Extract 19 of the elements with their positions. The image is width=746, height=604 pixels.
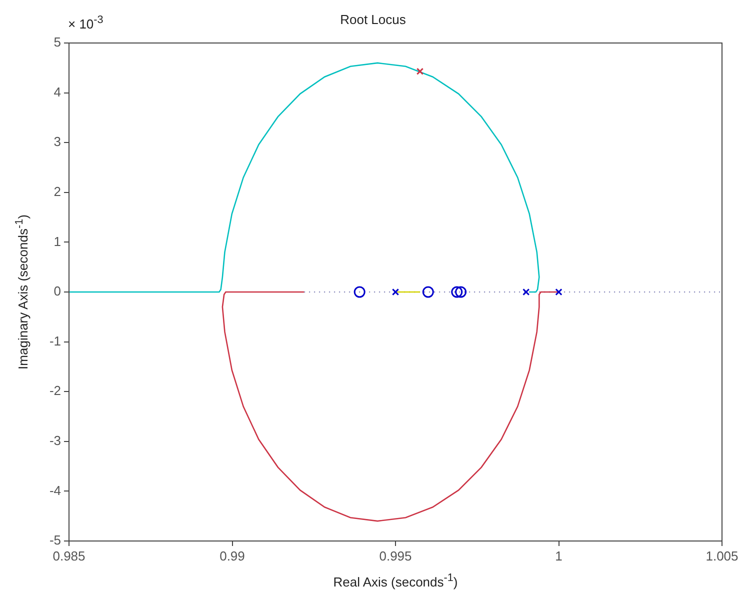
y-tick-label: -1 <box>49 333 61 348</box>
y-tick-label: -3 <box>49 432 61 448</box>
x-tick-label: 0.985 <box>52 548 86 564</box>
y-tick-label: 5 <box>54 34 61 50</box>
y-tick-label: 4 <box>54 84 61 100</box>
y-tick-label: 3 <box>54 134 61 150</box>
chart-title: Root Locus <box>340 12 406 27</box>
x-tick-label: 1 <box>555 548 562 564</box>
x-tick-label: 0.995 <box>379 548 412 564</box>
y-tick-label: -2 <box>49 383 61 398</box>
y-tick-label: 1 <box>54 234 61 249</box>
y-tick-label: -5 <box>49 532 61 548</box>
x-tick-label: 1.005 <box>706 548 738 564</box>
text: × 10$^{-3}$ <box>68 14 104 32</box>
x-axis-title: Real Axis (seconds$^{-1}$) <box>332 572 459 590</box>
x-tick-label: 0.99 <box>220 548 245 564</box>
y-tick-label: -4 <box>49 482 61 498</box>
y-tick-label: 0 <box>54 284 61 299</box>
y-tick-label: 2 <box>54 184 61 199</box>
